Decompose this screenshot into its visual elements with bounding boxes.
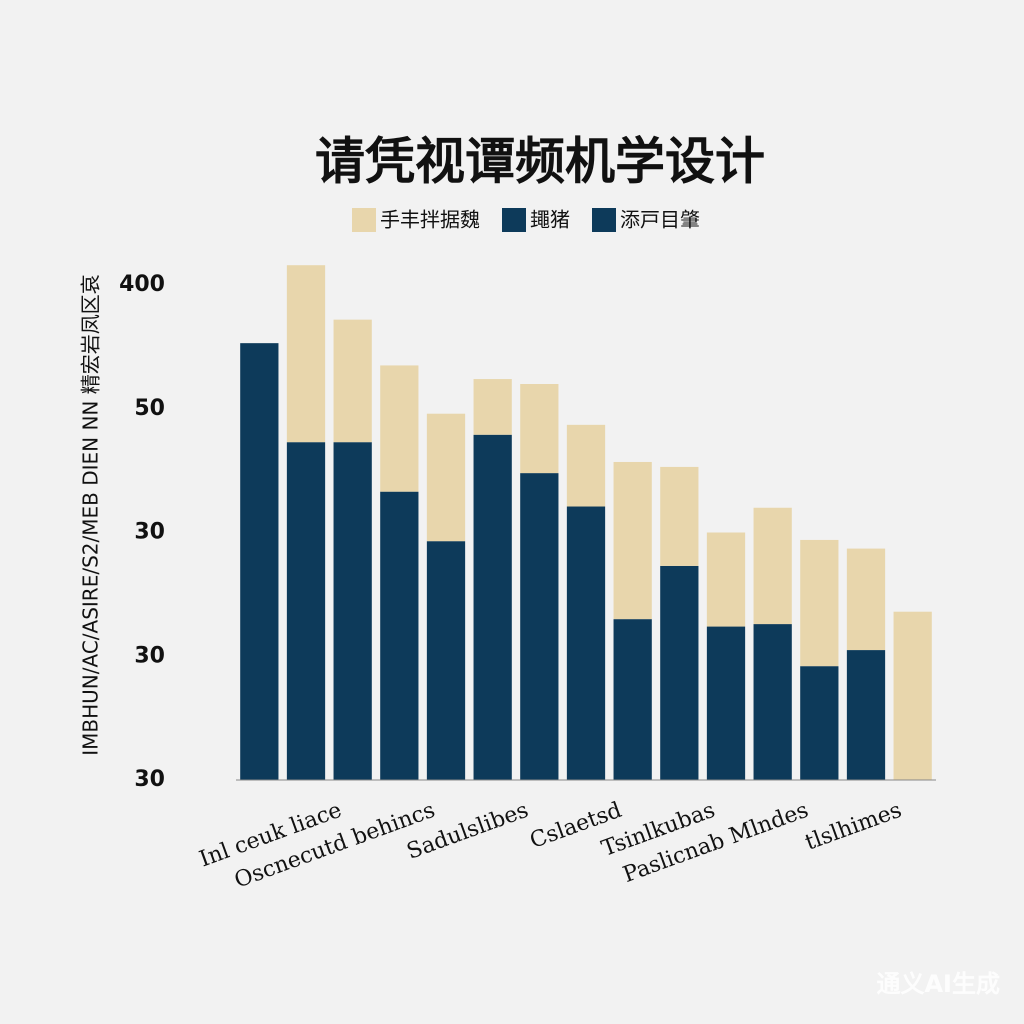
legend-swatch [592, 208, 616, 232]
bar-segment [426, 413, 466, 542]
bar-segment [380, 491, 419, 780]
bar-segment [566, 424, 606, 507]
y-tick-label: 30 [134, 767, 165, 792]
legend-label: 添戸目肇 [620, 208, 700, 232]
bar-segment [566, 506, 606, 780]
y-tick-label: 30 [134, 643, 165, 668]
bar-segment [893, 611, 932, 780]
bar-segment [286, 442, 326, 780]
bar-segment [333, 319, 372, 443]
legend-label: 䵷猪 [530, 208, 570, 232]
bar-segment [706, 626, 746, 780]
y-tick-label: 30 [134, 520, 165, 545]
bar-segment [333, 442, 372, 780]
bar-segment [473, 379, 512, 435]
y-axis-title: IMBHUN/AC/ASIRE/S2/MEB DIEN NN 精宏岩凤区哀 [79, 274, 103, 756]
bar-segment [800, 539, 839, 667]
bar-segment [753, 507, 792, 625]
bar-segment [380, 365, 419, 492]
bar-segment [520, 473, 559, 780]
chart-title: 请凭视谭频机学设计 [315, 133, 765, 191]
y-tick-label: 50 [134, 396, 165, 421]
bar-segment [613, 461, 652, 620]
y-tick-label: 400 [119, 272, 165, 297]
bar-segment [706, 532, 746, 627]
bar-segment [286, 265, 326, 443]
bar-segment [520, 384, 559, 474]
watermark: 通义AI生成 [876, 970, 1000, 998]
bar-segment [660, 466, 699, 566]
bar-segment [660, 565, 699, 780]
bar-segment [846, 650, 886, 780]
bar-segment [800, 666, 839, 780]
bar-segment [753, 624, 792, 780]
bar-segment [473, 434, 512, 780]
bar-segment [426, 541, 466, 780]
bar-segment [613, 619, 652, 780]
legend-label: 手丰拌据魏 [380, 208, 480, 232]
legend-swatch [352, 208, 376, 232]
bar-segment [240, 343, 279, 780]
bar-segment [846, 548, 886, 651]
legend-swatch [502, 208, 526, 232]
